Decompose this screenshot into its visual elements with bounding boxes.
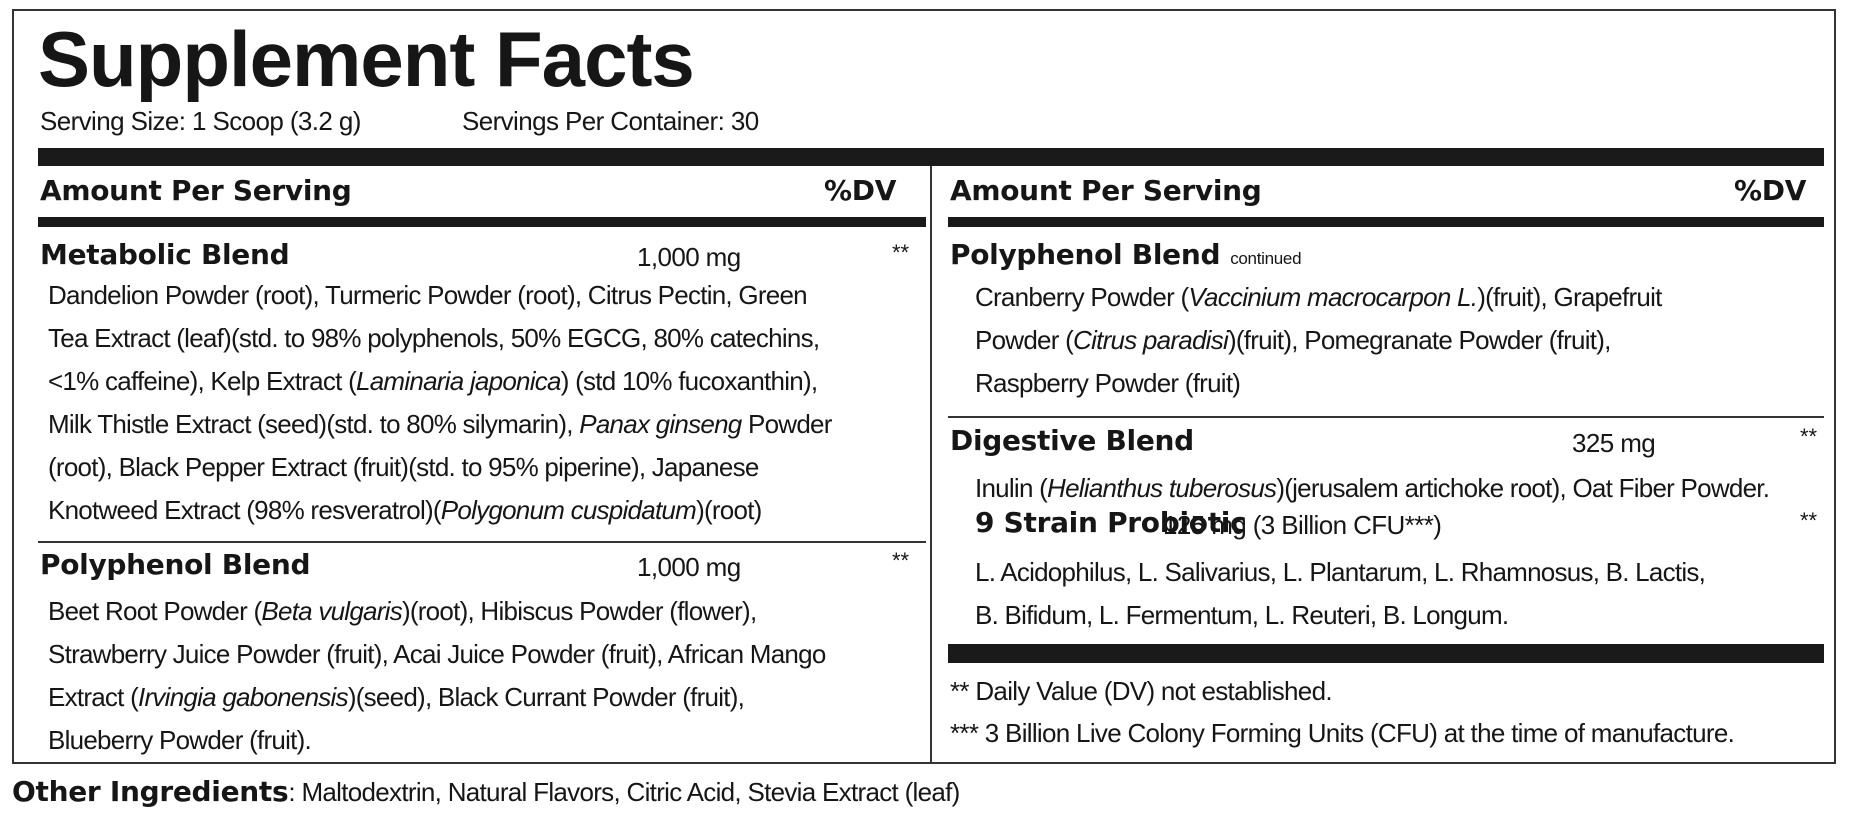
panel-title: Supplement Facts bbox=[38, 15, 695, 103]
botanical-name: Laminaria japonica bbox=[356, 366, 561, 396]
ingredient-line: Beet Root Powder (Beta vulgaris)(root), … bbox=[48, 590, 826, 633]
amount-per-serving-header-right: Amount Per Serving bbox=[950, 174, 1262, 207]
metabolic-blend-amount: 1,000 mg bbox=[637, 242, 741, 272]
metabolic-blend-dv: ** bbox=[892, 240, 910, 265]
section-divider-right bbox=[948, 416, 1824, 418]
digestive-blend-name: Digestive Blend bbox=[950, 424, 1194, 457]
botanical-name: Beta vulgaris bbox=[261, 596, 402, 626]
digestive-blend-ingredients: Inulin (Helianthus tuberosus)(jerusalem … bbox=[975, 467, 1770, 510]
digestive-blend-amount: 325 mg bbox=[1572, 428, 1656, 458]
botanical-name: Irvingia gabonensis bbox=[138, 682, 349, 712]
ingredient-text: Inulin ( bbox=[975, 473, 1048, 503]
ingredient-text: )(fruit), Pomegranate Powder (fruit), bbox=[1227, 325, 1611, 355]
polyphenol-blend-dv: ** bbox=[892, 548, 910, 573]
probiotic-name: 9 Strain Probiotic bbox=[975, 506, 1247, 539]
ingredient-line: Dandelion Powder (root), Turmeric Powder… bbox=[48, 274, 832, 317]
amount-per-serving-header: Amount Per Serving bbox=[40, 174, 352, 207]
polyphenol-blend-continued-name: Polyphenol Blend continued bbox=[950, 238, 1302, 271]
ingredient-text: Powder bbox=[741, 409, 832, 439]
ingredient-text: Beet Root Powder ( bbox=[48, 596, 262, 626]
ingredient-line: (root), Black Pepper Extract (fruit)(std… bbox=[48, 446, 832, 489]
botanical-name: Citrus paradisi bbox=[1073, 325, 1229, 355]
ingredient-line: <1% caffeine), Kelp Extract (Laminaria j… bbox=[48, 360, 832, 403]
ingredient-text: Dandelion Powder (root), Turmeric Powder… bbox=[48, 280, 808, 310]
probiotic-amount: 125 mg (3 Billion CFU***) bbox=[1163, 510, 1442, 540]
ingredient-text: L. Acidophilus, L. Salivarius, L. Planta… bbox=[975, 557, 1706, 587]
ingredient-line: Milk Thistle Extract (seed)(std. to 80% … bbox=[48, 403, 832, 446]
dv-header-right: %DV bbox=[1734, 174, 1807, 207]
ingredient-line: Cranberry Powder (Vaccinium macrocarpon … bbox=[975, 276, 1662, 319]
ingredient-line: Knotweed Extract (98% resveratrol)(Polyg… bbox=[48, 489, 832, 532]
ingredient-text: Raspberry Powder (fruit) bbox=[975, 368, 1241, 398]
metabolic-blend-ingredients: Dandelion Powder (root), Turmeric Powder… bbox=[48, 274, 832, 532]
ingredient-text: Cranberry Powder ( bbox=[975, 282, 1189, 312]
polyphenol-blend-name: Polyphenol Blend bbox=[40, 548, 311, 581]
metabolic-blend-name: Metabolic Blend bbox=[40, 238, 290, 271]
other-ingredients-text: : Maltodextrin, Natural Flavors, Citric … bbox=[288, 777, 960, 807]
ingredient-line: Blueberry Powder (fruit). bbox=[48, 719, 826, 762]
ingredient-text: Powder ( bbox=[975, 325, 1074, 355]
ingredient-text: )(seed), Black Currant Powder (fruit), bbox=[347, 682, 745, 712]
ingredient-line: Inulin (Helianthus tuberosus)(jerusalem … bbox=[975, 467, 1770, 510]
other-ingredients: Other Ingredients: Maltodextrin, Natural… bbox=[12, 775, 960, 808]
ingredient-text: Milk Thistle Extract (seed)(std. to 80% … bbox=[48, 409, 580, 439]
ingredient-line: Tea Extract (leaf)(std. to 98% polypheno… bbox=[48, 317, 832, 360]
header-divider-right bbox=[948, 217, 1824, 227]
supplement-facts-panel bbox=[12, 9, 1836, 764]
ingredient-text: Knotweed Extract (98% resveratrol)( bbox=[48, 495, 442, 525]
dv-header: %DV bbox=[824, 174, 897, 207]
ingredient-text: B. Bifidum, L. Fermentum, L. Reuteri, B.… bbox=[975, 600, 1509, 630]
footnote-dv: ** Daily Value (DV) not established. bbox=[950, 676, 1333, 706]
ingredient-text: )(jerusalem artichoke root), Oat Fiber P… bbox=[1276, 473, 1770, 503]
section-divider bbox=[38, 541, 926, 543]
ingredient-text: Extract ( bbox=[48, 682, 139, 712]
botanical-name: Vaccinium macrocarpon L. bbox=[1188, 282, 1478, 312]
ingredient-text: )(root) bbox=[696, 495, 762, 525]
botanical-name: Panax ginseng bbox=[579, 409, 742, 439]
polyphenol-blend-amount: 1,000 mg bbox=[637, 552, 741, 582]
ingredient-text: Strawberry Juice Powder (fruit), Acai Ju… bbox=[48, 639, 826, 669]
polyphenol-continued-ingredients: Cranberry Powder (Vaccinium macrocarpon … bbox=[975, 276, 1662, 405]
digestive-blend-dv: ** bbox=[1800, 424, 1818, 449]
ingredient-text: )(fruit), Grapefruit bbox=[1477, 282, 1662, 312]
botanical-name: Helianthus tuberosus bbox=[1047, 473, 1277, 503]
ingredient-text: ) (std 10% fucoxanthin), bbox=[560, 366, 818, 396]
header-divider-left bbox=[38, 217, 926, 227]
ingredient-line: Extract (Irvingia gabonensis)(seed), Bla… bbox=[48, 676, 826, 719]
other-ingredients-label: Other Ingredients bbox=[12, 775, 289, 808]
polyphenol-blend-ingredients: Beet Root Powder (Beta vulgaris)(root), … bbox=[48, 590, 826, 762]
ingredient-line: Strawberry Juice Powder (fruit), Acai Ju… bbox=[48, 633, 826, 676]
column-divider bbox=[930, 166, 932, 764]
probiotic-dv: ** bbox=[1800, 508, 1818, 533]
ingredient-line: L. Acidophilus, L. Salivarius, L. Planta… bbox=[975, 551, 1706, 594]
probiotic-strains: L. Acidophilus, L. Salivarius, L. Planta… bbox=[975, 551, 1706, 637]
servings-per-container: Servings Per Container: 30 bbox=[462, 106, 759, 136]
ingredient-text: Blueberry Powder (fruit). bbox=[48, 725, 312, 755]
ingredient-line: B. Bifidum, L. Fermentum, L. Reuteri, B.… bbox=[975, 594, 1705, 637]
ingredient-text: Tea Extract (leaf)(std. to 98% polypheno… bbox=[48, 323, 820, 353]
ingredient-line: Raspberry Powder (fruit) bbox=[975, 362, 1662, 405]
botanical-name: Polygonum cuspidatum bbox=[440, 495, 697, 525]
ingredient-text: )(root), Hibiscus Powder (flower), bbox=[401, 596, 757, 626]
continued-note: continued bbox=[1230, 249, 1302, 268]
ingredient-line: Powder (Citrus paradisi)(fruit), Pomegra… bbox=[975, 319, 1662, 362]
blend-name: Polyphenol Blend bbox=[950, 238, 1221, 271]
thick-divider bbox=[38, 148, 1824, 166]
serving-size: Serving Size: 1 Scoop (3.2 g) bbox=[40, 106, 361, 136]
ingredient-text: (root), Black Pepper Extract (fruit)(std… bbox=[48, 452, 759, 482]
footnote-cfu: *** 3 Billion Live Colony Forming Units … bbox=[950, 718, 1735, 748]
ingredient-text: <1% caffeine), Kelp Extract ( bbox=[48, 366, 357, 396]
footnote-divider bbox=[948, 644, 1824, 663]
